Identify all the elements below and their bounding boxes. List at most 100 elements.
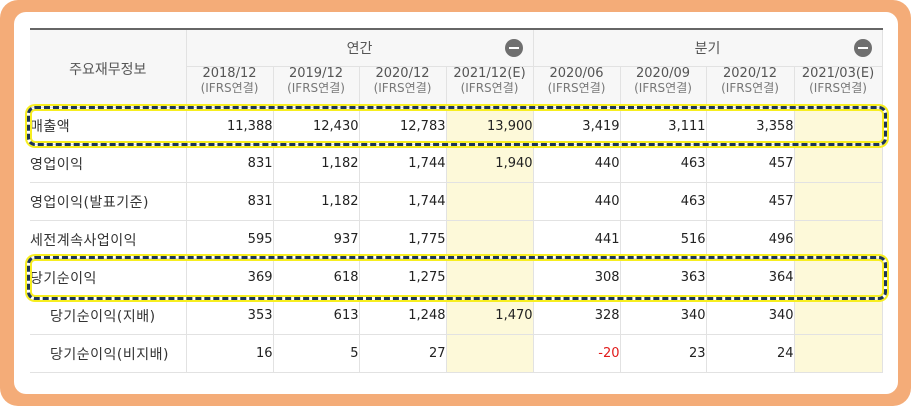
column-basis: (IFRS연결) <box>287 81 345 95</box>
table-cell: 3,358 <box>706 107 795 145</box>
table-cell: 340 <box>620 296 707 335</box>
column-basis: (IFRS연결) <box>547 81 606 95</box>
table-cell: 12,783 <box>359 107 447 145</box>
row-label: 영업이익(발표기준) <box>30 182 187 221</box>
table-cell: 27 <box>359 334 447 373</box>
table-cell: 3,419 <box>533 107 621 145</box>
row-label: 매출액 <box>30 107 187 145</box>
column-basis: (IFRS연결) <box>373 81 432 95</box>
table-cell <box>794 182 883 221</box>
corner-label: 주요재무정보 <box>30 28 187 108</box>
table-cell: 618 <box>273 258 360 297</box>
minus-circle-icon[interactable] <box>504 39 523 57</box>
column-period: 2018/12 <box>202 66 257 81</box>
table-cell: 353 <box>186 296 274 335</box>
table-row: 당기순이익(지배) 353 613 1,248 1,470 328 340 340 <box>30 296 883 335</box>
table-cell: 937 <box>273 220 360 259</box>
table-cell: -20 <box>533 334 621 373</box>
minus-circle-icon[interactable] <box>853 39 872 57</box>
table-cell: 1,470 <box>446 296 534 335</box>
table-cell: 441 <box>533 220 621 259</box>
table-cell <box>794 220 883 259</box>
table-cell: 440 <box>533 182 621 221</box>
column-period: 2020/12 <box>723 66 778 81</box>
table-cell: 369 <box>186 258 274 297</box>
group-header-annual: 연간 <box>186 28 534 67</box>
table-cell: 364 <box>706 258 795 297</box>
table-cell: 1,182 <box>273 144 360 183</box>
row-label: 세전계속사업이익 <box>30 220 187 259</box>
table-cell: 11,388 <box>186 107 274 145</box>
table-cell: 3,111 <box>620 107 707 145</box>
table-cell: 516 <box>620 220 707 259</box>
table-cell: 24 <box>706 334 795 373</box>
table-row: 당기순이익 369 618 1,275 308 363 364 <box>30 258 883 297</box>
table-cell: 1,248 <box>359 296 447 335</box>
table-cell: 363 <box>620 258 707 297</box>
row-label: 영업이익 <box>30 144 187 183</box>
table-cell <box>446 182 534 221</box>
row-label: 당기순이익 <box>30 258 187 297</box>
group-header-quarterly: 분기 <box>533 28 883 67</box>
column-period: 2021/12(E) <box>453 66 526 81</box>
column-header: 2020/06 (IFRS연결) <box>533 66 621 108</box>
table-cell: 23 <box>620 334 707 373</box>
column-header: 2019/12 (IFRS연결) <box>273 66 360 108</box>
table-cell: 5 <box>273 334 360 373</box>
group-label-annual: 연간 <box>346 41 373 57</box>
column-basis: (IFRS연결) <box>200 81 259 95</box>
table-cell: 613 <box>273 296 360 335</box>
column-header: 2021/03(E) (IFRS연결) <box>794 66 883 108</box>
table-cell: 457 <box>706 182 795 221</box>
table-cell <box>794 334 883 373</box>
table-row: 영업이익 831 1,182 1,744 1,940 440 463 457 <box>30 144 883 183</box>
table-cell <box>446 334 534 373</box>
column-header: 2020/09 (IFRS연결) <box>620 66 707 108</box>
table-row: 영업이익(발표기준) 831 1,182 1,744 440 463 457 <box>30 182 883 221</box>
financial-table: 주요재무정보 연간 분기 2018/12 (IFRS연결) 2019/12 (IFRS… <box>30 28 883 373</box>
table-row: 매출액 11,388 12,430 12,783 13,900 3,419 3,111 3,3… <box>30 107 883 145</box>
table-cell: 496 <box>706 220 795 259</box>
table-cell: 1,744 <box>359 144 447 183</box>
row-label: 당기순이익(비지배) <box>30 334 187 373</box>
column-header: 2020/12 (IFRS연결) <box>359 66 447 108</box>
table-row: 당기순이익(비지배) 16 5 27 -20 23 24 <box>30 334 883 373</box>
table-cell: 12,430 <box>273 107 360 145</box>
table-cell <box>446 258 534 297</box>
column-basis: (IFRS연결) <box>721 81 779 95</box>
table-cell <box>794 144 883 183</box>
table-cell <box>794 296 883 335</box>
group-label-quarterly: 분기 <box>694 41 721 57</box>
column-header: 2018/12 (IFRS연결) <box>186 66 274 108</box>
column-basis: (IFRS연결) <box>634 81 692 95</box>
column-basis: (IFRS연결) <box>809 81 867 95</box>
column-period: 2019/12 <box>288 66 343 81</box>
column-period: 2020/06 <box>549 66 604 81</box>
table-cell <box>446 220 534 259</box>
table-cell: 1,940 <box>446 144 534 183</box>
column-period: 2020/09 <box>636 66 691 81</box>
row-label: 당기순이익(지배) <box>30 296 187 335</box>
table-cell: 463 <box>620 182 707 221</box>
table-cell: 440 <box>533 144 621 183</box>
table-cell: 308 <box>533 258 621 297</box>
table-cell <box>794 258 883 297</box>
table-cell: 1,744 <box>359 182 447 221</box>
table-cell: 340 <box>706 296 795 335</box>
table-cell: 595 <box>186 220 274 259</box>
table-cell: 1,182 <box>273 182 360 221</box>
table-row: 세전계속사업이익 595 937 1,775 441 516 496 <box>30 220 883 259</box>
table-cell: 16 <box>186 334 274 373</box>
table-cell: 1,275 <box>359 258 447 297</box>
table-cell <box>794 107 883 145</box>
table-cell: 831 <box>186 144 274 183</box>
table-cell: 831 <box>186 182 274 221</box>
table-cell: 13,900 <box>446 107 534 145</box>
table-cell: 463 <box>620 144 707 183</box>
column-basis: (IFRS연결) <box>460 81 519 95</box>
column-period: 2020/12 <box>375 66 430 81</box>
table-cell: 328 <box>533 296 621 335</box>
column-header: 2021/12(E) (IFRS연결) <box>446 66 534 108</box>
financial-panel: 주요재무정보 연간 분기 2018/12 (IFRS연결) 2019/12 (IFRS… <box>14 12 898 394</box>
